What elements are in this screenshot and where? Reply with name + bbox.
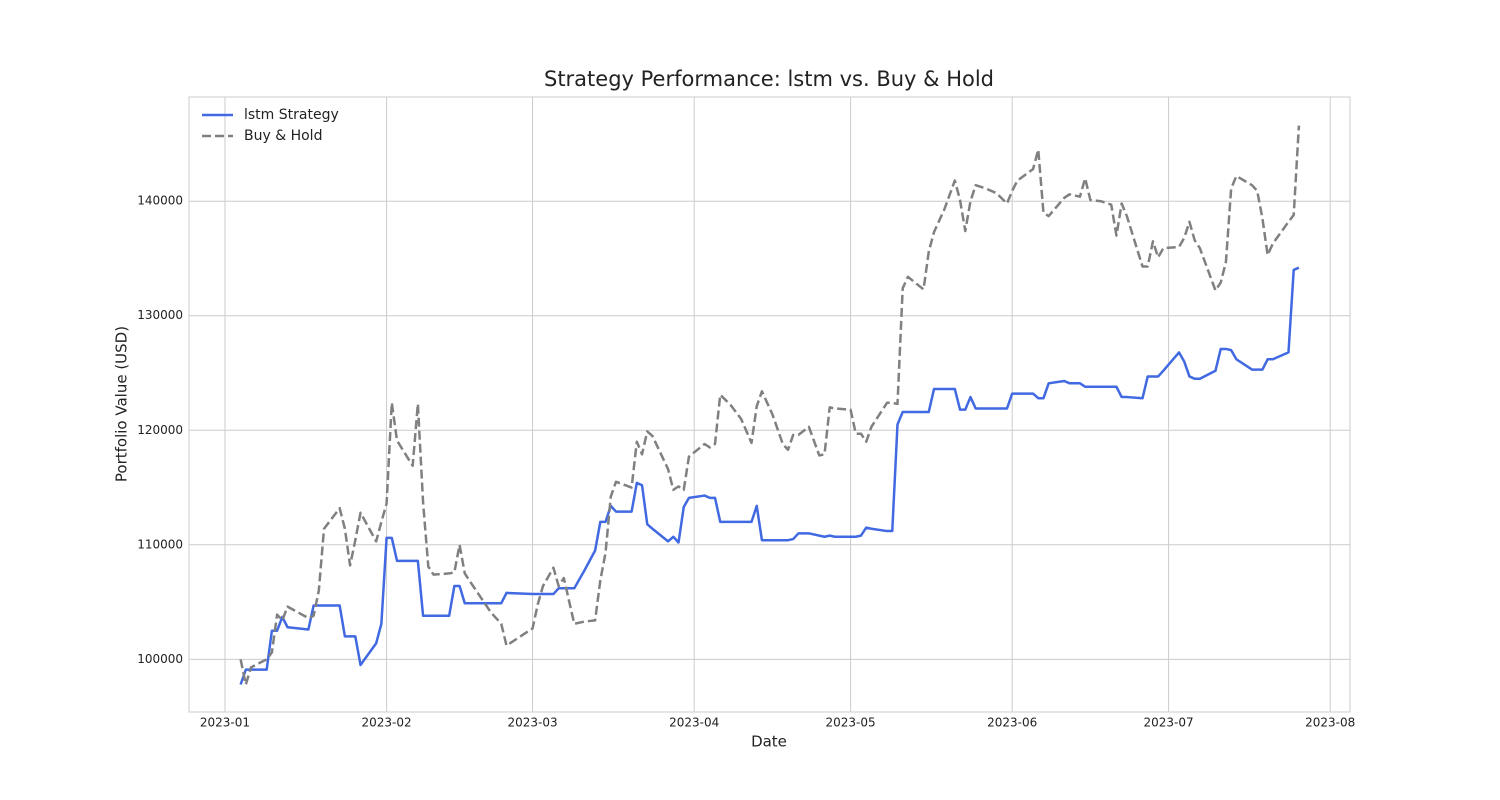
x-tick-label: 2023-07	[1144, 716, 1194, 730]
x-tick-label: 2023-04	[669, 716, 719, 730]
y-tick-label: 100000	[137, 652, 183, 666]
y-tick-label: 140000	[137, 194, 183, 208]
series-line	[239, 266, 1300, 685]
x-tick-label: 2023-08	[1305, 716, 1355, 730]
y-tick-label: 110000	[137, 537, 183, 551]
x-tick-label: 2023-05	[825, 716, 875, 730]
legend-label: lstm Strategy	[244, 107, 339, 123]
x-tick-label: 2023-03	[507, 716, 557, 730]
y-axis-label: Portfolio Value (USD)	[113, 326, 131, 482]
x-tick-label: 2023-06	[987, 716, 1037, 730]
x-axis-label: Date	[751, 733, 787, 751]
y-tick-label: 130000	[137, 308, 183, 322]
x-tick-label: 2023-02	[362, 716, 412, 730]
plot-frame	[188, 96, 1351, 713]
x-tick-label: 2023-01	[200, 716, 250, 730]
y-tick-label: 120000	[137, 423, 183, 437]
legend-label: Buy & Hold	[244, 128, 322, 144]
series-line	[239, 125, 1301, 686]
chart-title: Strategy Performance: lstm vs. Buy & Hol…	[544, 67, 994, 91]
